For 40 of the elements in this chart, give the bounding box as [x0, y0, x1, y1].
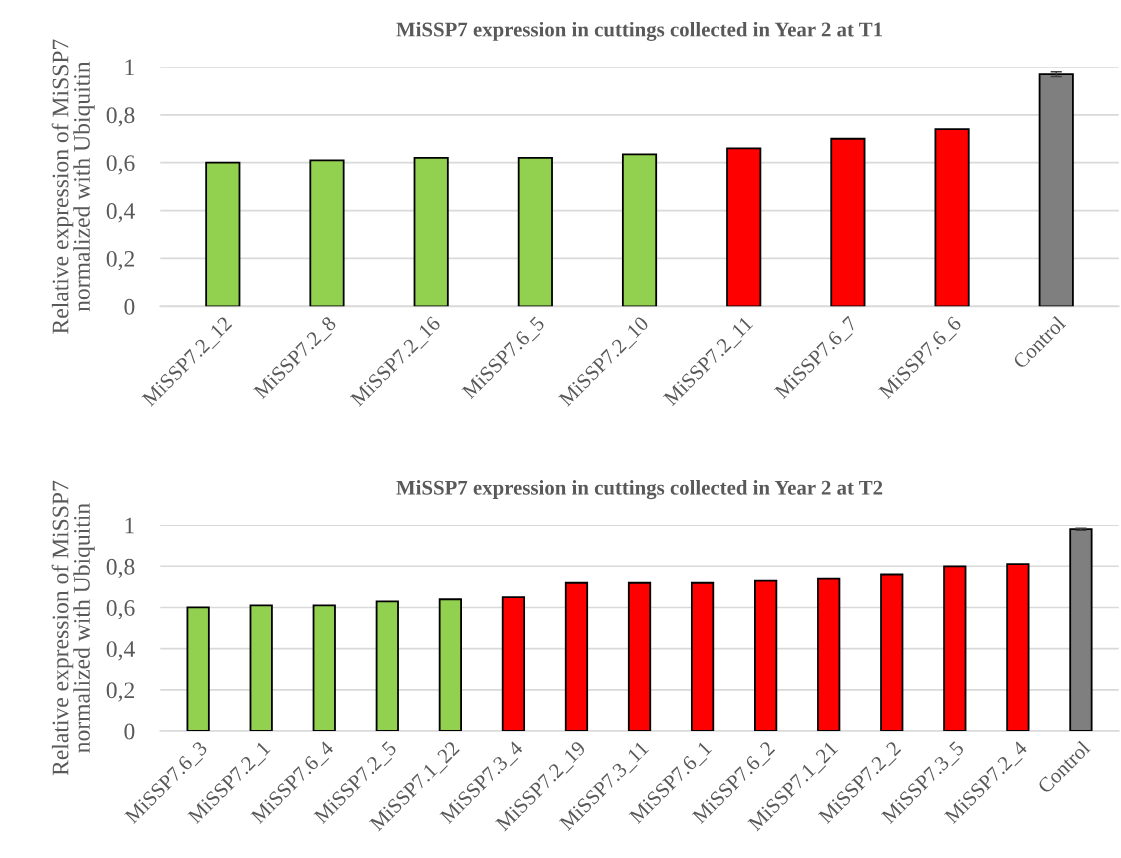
y-tick-label: 0,4: [106, 641, 135, 661]
y-axis-title: Relative expression of MiSSP7 normalized with Ubiquitin: [51, 480, 95, 776]
bar: [413, 156, 449, 307]
bar: [627, 581, 652, 732]
bar: [501, 596, 526, 732]
bar: [205, 161, 241, 307]
bar: [690, 581, 715, 732]
y-tick-label: 1: [125, 59, 134, 76]
bar: [880, 573, 904, 732]
bar: [375, 600, 399, 732]
bar: [1006, 563, 1030, 732]
y-tick-label: 0,6: [106, 599, 135, 620]
bar: [754, 579, 778, 732]
bar: [943, 565, 967, 732]
bar: [830, 137, 866, 307]
bar: [817, 577, 841, 732]
y-tick-label: 0,8: [106, 558, 135, 579]
chart-title: MiSSP7 expression in cuttings collected in Year 2 at T2: [396, 480, 883, 500]
bar: [621, 153, 658, 307]
y-tick-label: 0,6: [106, 155, 135, 175]
bar: [438, 598, 462, 732]
bar: [517, 156, 553, 307]
y-tick-label: 0: [124, 723, 135, 740]
y-axis-title: Relative expression of MiSSP7 normalized with Ubiquitin: [51, 39, 95, 334]
bar: [309, 159, 345, 307]
bar: [564, 581, 589, 732]
bar: [186, 606, 210, 732]
bar: [312, 604, 336, 732]
y-tick-label: 0: [124, 298, 135, 315]
bar: [726, 147, 762, 307]
y-tick-label: 0,2: [106, 682, 134, 702]
y-tick-label: 1: [125, 517, 134, 534]
bar: [934, 128, 970, 307]
bar: [249, 604, 273, 732]
bar: [1038, 73, 1074, 307]
y-tick-label: 0,2: [106, 250, 134, 271]
chart-title: MiSSP7 expression in cuttings collected in Year 2 at T1: [396, 21, 882, 41]
bar: [1069, 528, 1093, 732]
y-tick-label: 0,8: [106, 107, 135, 127]
y-tick-label: 0,4: [106, 203, 135, 223]
